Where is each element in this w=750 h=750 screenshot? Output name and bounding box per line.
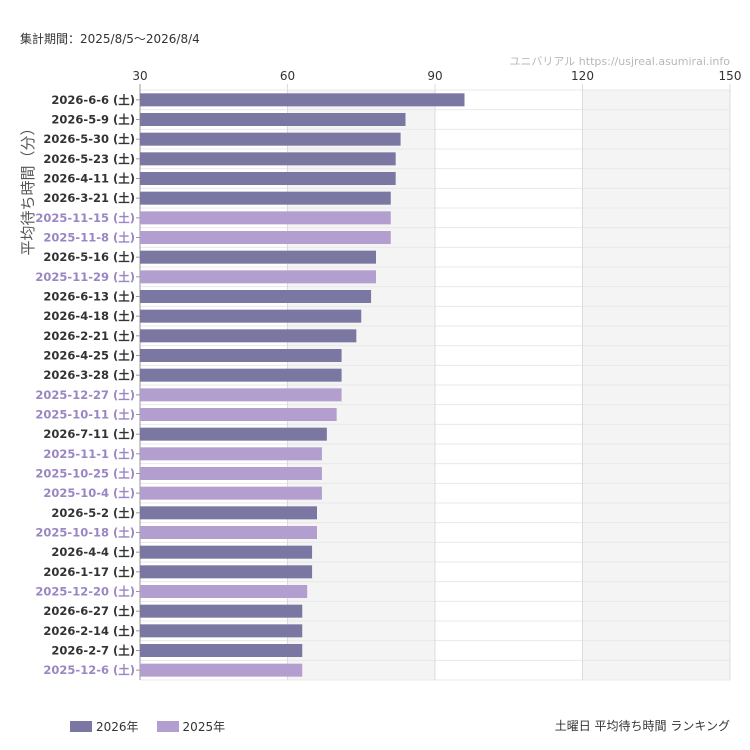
category-label: 2025-11-8 (土) xyxy=(43,231,135,245)
category-label: 2025-11-15 (土) xyxy=(35,211,135,225)
category-label: 2025-12-20 (土) xyxy=(35,585,135,599)
category-label: 2026-4-18 (土) xyxy=(43,309,135,323)
legend: 2026年 2025年 xyxy=(70,718,225,735)
category-label: 2026-7-11 (土) xyxy=(43,427,135,441)
category-label: 2025-12-6 (土) xyxy=(43,663,135,677)
bar xyxy=(140,585,308,598)
bar xyxy=(140,211,391,225)
bar xyxy=(140,368,342,382)
legend-item-2026: 2026年 xyxy=(70,718,139,735)
x-tick-label: 120 xyxy=(571,69,594,83)
bar xyxy=(140,604,303,618)
legend-swatch-2026 xyxy=(70,721,92,732)
bar xyxy=(140,290,372,303)
category-label: 2026-2-14 (土) xyxy=(43,624,135,638)
category-label: 2026-6-13 (土) xyxy=(43,290,135,304)
bar xyxy=(140,93,465,107)
category-label: 2026-5-2 (土) xyxy=(51,506,135,520)
category-label: 2025-10-4 (土) xyxy=(43,486,135,500)
category-label: 2025-11-29 (土) xyxy=(35,270,135,284)
category-label: 2026-5-30 (土) xyxy=(43,132,135,146)
y-axis-label: 平均待ち時間（分） xyxy=(19,120,37,255)
bar xyxy=(140,113,406,126)
category-label: 2026-2-7 (土) xyxy=(51,644,135,658)
bar xyxy=(140,349,342,362)
bar xyxy=(140,644,303,657)
category-label: 2025-10-25 (土) xyxy=(35,467,135,481)
category-label: 2026-5-9 (土) xyxy=(51,113,135,127)
legend-item-2025: 2025年 xyxy=(156,718,226,735)
x-tick-label: 30 xyxy=(132,69,147,83)
chart-caption: 土曜日 平均待ち時間 ランキング xyxy=(554,719,730,733)
legend-swatch-2025 xyxy=(156,721,179,732)
bar xyxy=(140,309,362,323)
category-label: 2026-3-28 (土) xyxy=(43,368,135,382)
bar xyxy=(140,231,391,244)
bar xyxy=(140,565,313,579)
bar xyxy=(140,427,327,441)
bar xyxy=(140,526,317,539)
x-tick-label: 150 xyxy=(719,69,742,83)
category-label: 2026-3-21 (土) xyxy=(43,191,135,205)
bar xyxy=(140,270,376,284)
category-label: 2026-1-17 (土) xyxy=(43,565,135,579)
x-tick-label: 90 xyxy=(427,69,442,83)
source-label: ユニバリアル https://usjreal.asumirai.info xyxy=(509,55,730,68)
bar xyxy=(140,408,337,421)
legend-label-2026: 2026年 xyxy=(96,720,139,734)
bar xyxy=(140,152,396,166)
bar xyxy=(140,467,322,480)
bar xyxy=(140,132,401,146)
bar xyxy=(140,329,357,343)
bar xyxy=(140,388,342,402)
category-label: 2026-5-16 (土) xyxy=(43,250,135,264)
bar xyxy=(140,486,322,500)
category-label: 2026-6-6 (土) xyxy=(51,93,135,107)
bar xyxy=(140,172,396,185)
legend-label-2025: 2025年 xyxy=(182,720,226,734)
category-label: 2026-4-25 (土) xyxy=(43,349,135,363)
x-tick-label: 60 xyxy=(280,69,295,83)
bar xyxy=(140,624,303,638)
category-label: 2026-4-11 (土) xyxy=(43,172,135,186)
category-label: 2025-11-1 (土) xyxy=(43,447,135,461)
category-label: 2026-4-4 (土) xyxy=(51,545,135,559)
bar xyxy=(140,506,317,520)
category-label: 2025-12-27 (土) xyxy=(35,388,135,402)
bar-chart: 30 60 90 120 150 2026-6-6 (土) 2026-5-9 (土) 202… xyxy=(19,69,742,681)
category-label: 2025-10-11 (土) xyxy=(35,408,135,422)
bar xyxy=(140,545,313,559)
bar xyxy=(140,191,391,205)
category-label: 2026-2-21 (土) xyxy=(43,329,135,343)
period-label: 集計期間：2025/8/5～2026/8/4 xyxy=(20,32,200,46)
bar xyxy=(140,250,376,264)
category-label: 2025-10-18 (土) xyxy=(35,526,135,540)
bar xyxy=(140,447,322,461)
category-label: 2026-6-27 (土) xyxy=(43,604,135,618)
category-label: 2026-5-23 (土) xyxy=(43,152,135,166)
bar xyxy=(140,663,303,677)
